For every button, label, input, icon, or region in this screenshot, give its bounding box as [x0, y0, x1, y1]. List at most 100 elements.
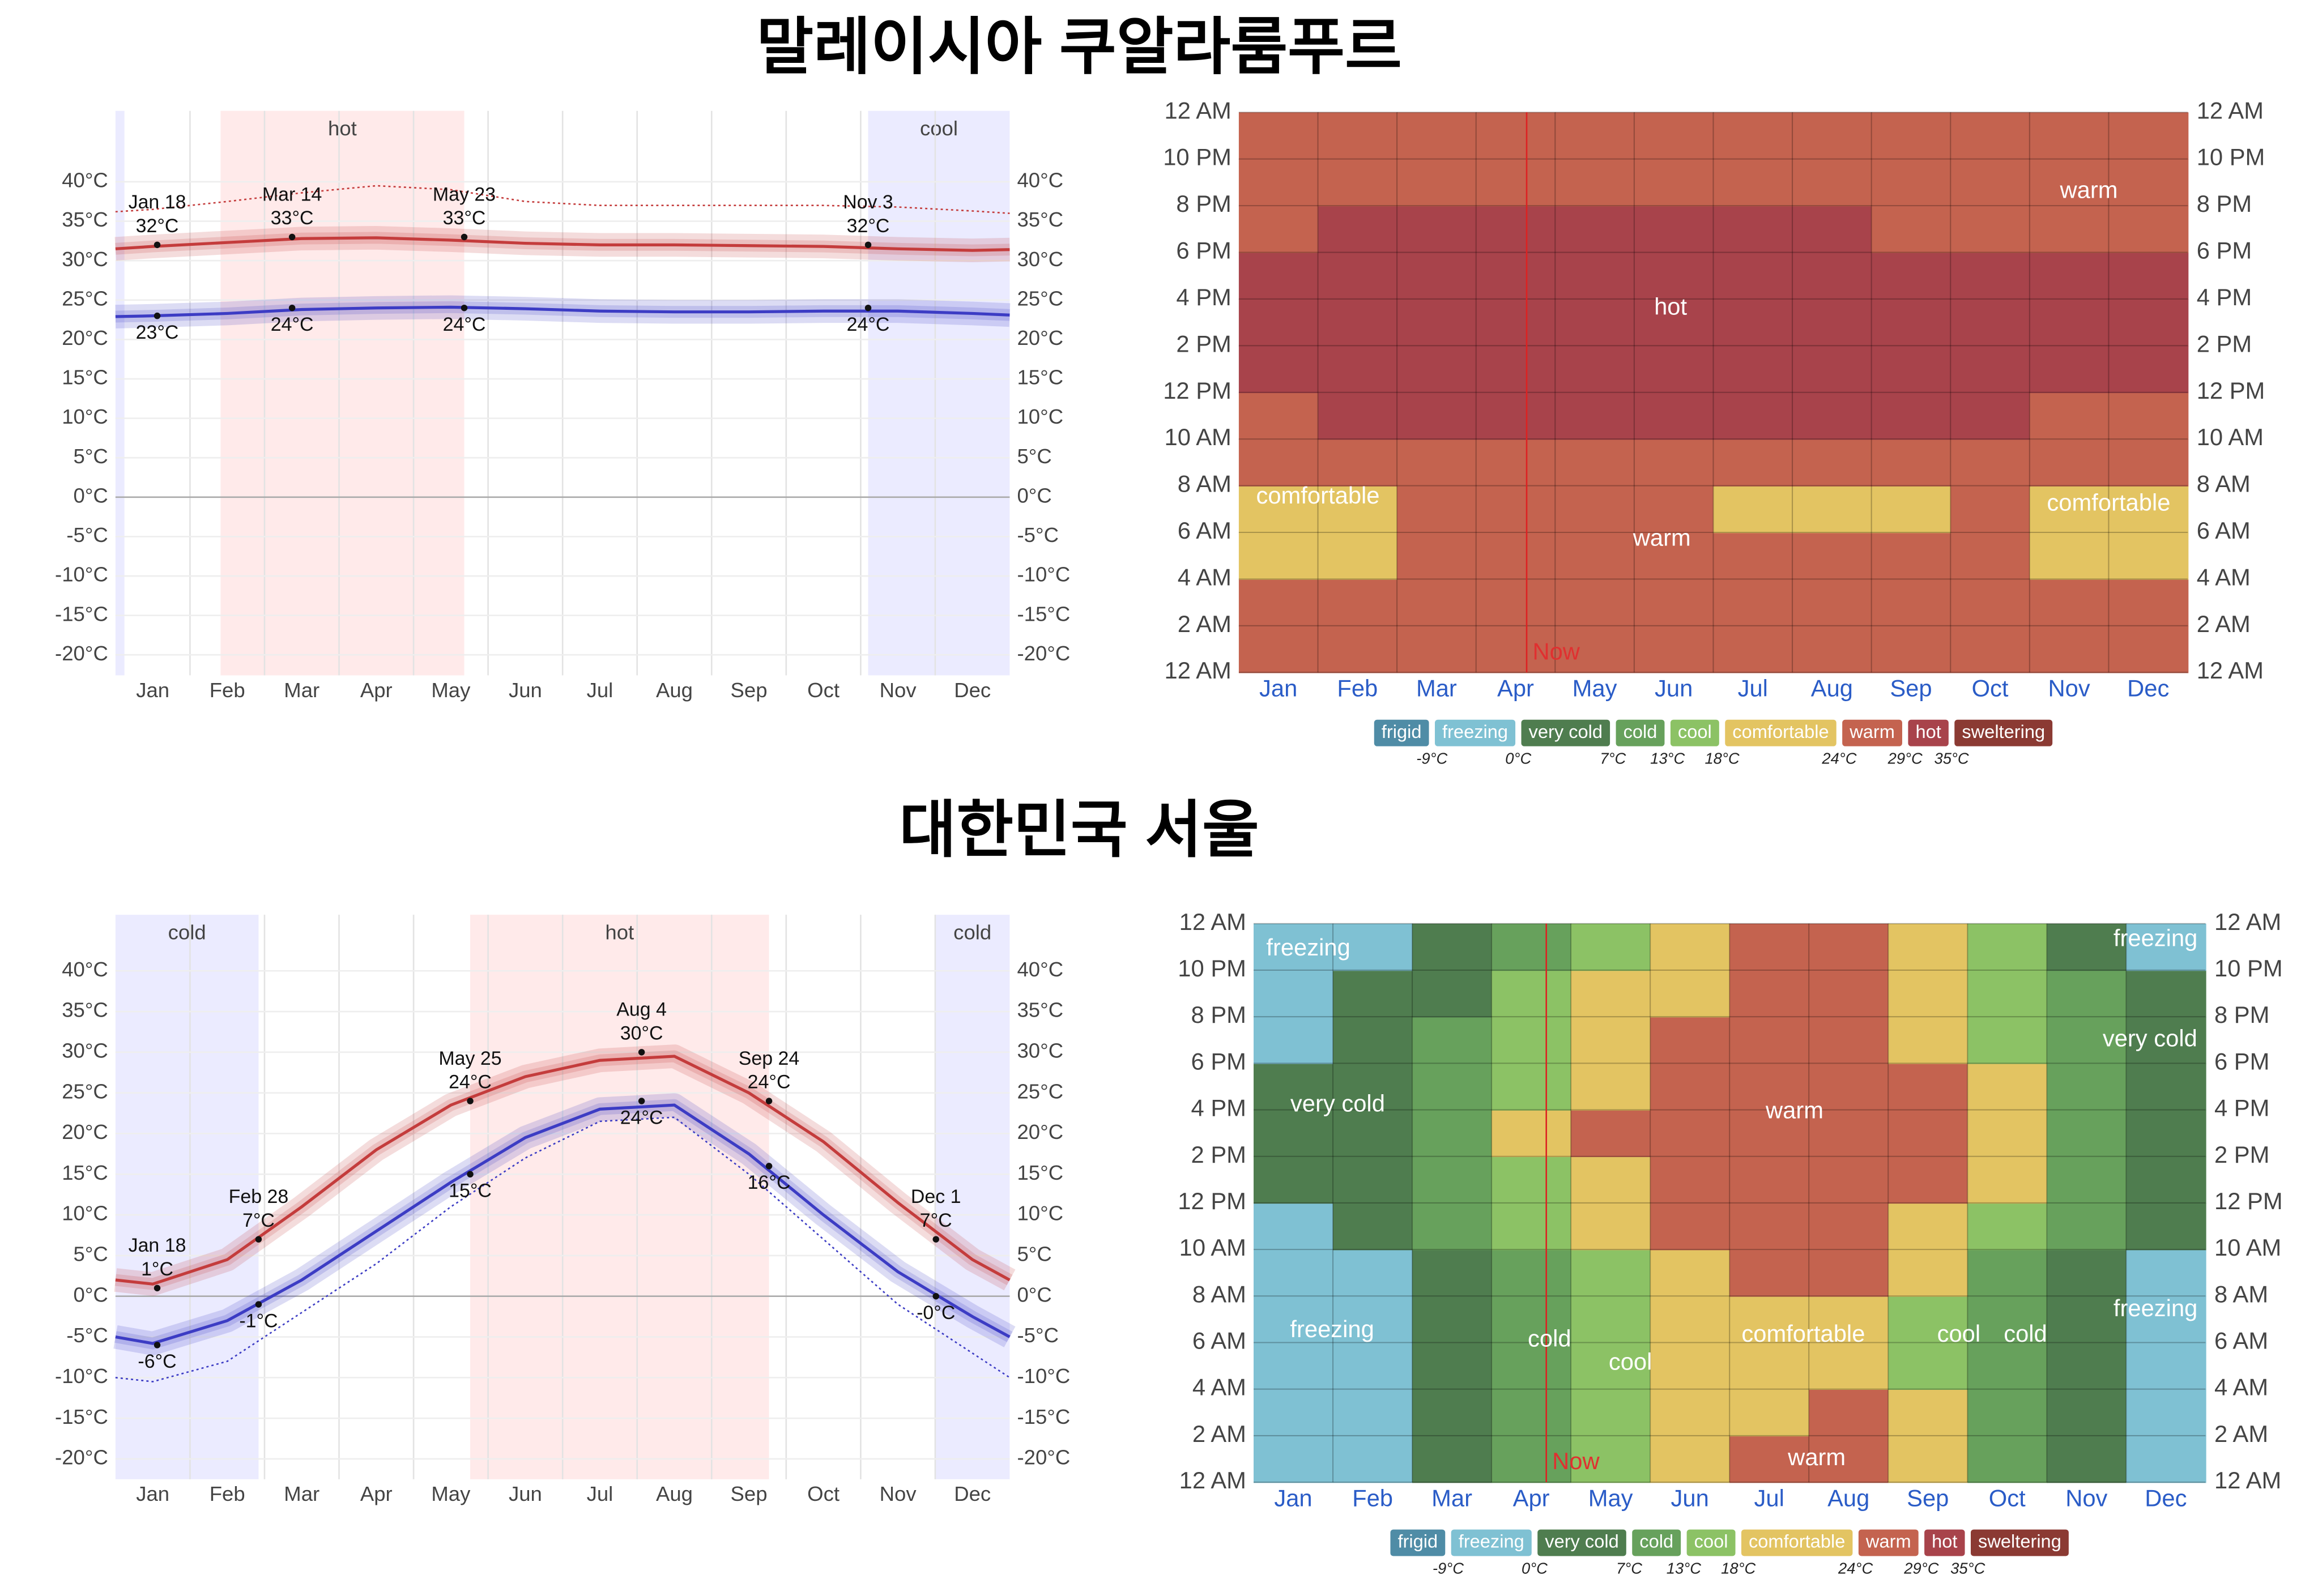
y-tick-label: 15°C — [62, 366, 108, 389]
y-tick-label-right: 10°C — [1017, 1202, 1064, 1225]
y-tick-label: -10°C — [55, 1364, 108, 1388]
heat-cell — [1397, 112, 1477, 160]
legend-label: frigid — [1382, 721, 1422, 742]
annotation-dot — [255, 1236, 262, 1243]
heat-cell — [1792, 485, 1872, 534]
heat-cell — [1729, 1342, 1810, 1390]
heat-cell — [1253, 1342, 1334, 1390]
heat-cell — [1492, 1435, 1572, 1483]
heat-cell — [1571, 1342, 1651, 1390]
legend-swatch — [1970, 1529, 2069, 1556]
y-tick-label-right: 12 AM — [2197, 97, 2264, 123]
region-label: very cold — [2103, 1025, 2197, 1051]
x-tick-label: Mar — [284, 1482, 319, 1505]
heat-cell — [1713, 159, 1793, 207]
heat-cell — [1397, 298, 1477, 347]
heat-cell — [1650, 1202, 1731, 1251]
y-tick-label-right: 6 AM — [2197, 517, 2251, 544]
heat-cell — [1571, 1296, 1651, 1343]
heat-cell — [2126, 1296, 2206, 1343]
heat-cell — [1950, 439, 2031, 487]
y-tick-label: 2 PM — [1191, 1141, 1246, 1168]
heat-cell — [1792, 159, 1872, 207]
heat-cell — [1412, 970, 1493, 1018]
heat-cell — [1318, 625, 1398, 673]
heat-cell — [1809, 1435, 1889, 1483]
heat-cell — [1729, 1156, 1810, 1204]
threshold-label: 0°C — [1522, 1559, 1548, 1577]
threshold-label: 13°C — [1667, 1559, 1701, 1577]
series-line — [115, 185, 1010, 214]
x-tick-label: Mar — [284, 678, 319, 702]
x-tick-label: Mar — [1431, 1484, 1472, 1511]
heat-cell — [2047, 970, 2127, 1018]
y-tick-label: 12 AM — [1165, 97, 1232, 123]
heat-cell — [1476, 252, 1556, 300]
heat-cell — [1412, 1435, 1493, 1483]
annotation-dot — [461, 233, 468, 241]
heat-cell — [2126, 923, 2206, 971]
heat-cell — [1650, 1063, 1731, 1111]
heat-cell — [1967, 1156, 2048, 1204]
annotation-dot — [765, 1098, 773, 1104]
heat-cell — [2126, 1017, 2206, 1064]
series-line — [115, 236, 1010, 252]
y-tick-label: 10 PM — [1178, 955, 1246, 982]
heat-cell — [1888, 1202, 1968, 1251]
heat-cell — [1871, 112, 1951, 160]
y-tick-label: 8 PM — [1176, 190, 1231, 217]
heat-cell — [1634, 345, 1714, 394]
heat-cell — [1650, 1109, 1731, 1158]
y-tick-label: 8 PM — [1191, 1001, 1246, 1028]
heat-cell — [1650, 970, 1731, 1018]
x-tick-label: Jul — [1754, 1484, 1784, 1511]
heat-cell — [1713, 206, 1793, 253]
heat-cell — [1492, 1202, 1572, 1251]
heat-cell — [1634, 392, 1714, 440]
heat-cell — [2108, 206, 2189, 253]
heat-cell — [1729, 1202, 1810, 1251]
legend-label: very cold — [1545, 1531, 1619, 1552]
y-tick-label-right: 4 AM — [2197, 564, 2251, 590]
heat-cell — [1412, 1156, 1493, 1204]
heat-cell — [1253, 1202, 1334, 1251]
heat-cell — [1634, 439, 1714, 487]
x-tick-label: Oct — [807, 678, 840, 702]
heat-cell — [1729, 1109, 1810, 1158]
y-tick-label-right: 40°C — [1017, 169, 1064, 192]
heat-cell — [2029, 439, 2110, 487]
legend-label: sweltering — [1962, 721, 2045, 742]
heat-cell — [1238, 439, 1319, 487]
y-tick-label: 8 AM — [1178, 471, 1232, 497]
heat-cell — [1713, 252, 1793, 300]
heat-cell — [2108, 252, 2189, 300]
y-tick-label: 40°C — [62, 169, 108, 192]
y-tick-label-right: 6 PM — [2214, 1048, 2269, 1074]
y-tick-label: 4 PM — [1176, 284, 1231, 310]
heat-cell — [1634, 159, 1714, 207]
heat-cell — [1888, 1249, 1968, 1297]
x-tick-label: Feb — [1352, 1484, 1393, 1511]
x-tick-label: Apr — [1513, 1484, 1550, 1511]
annotation-value: 1°C — [141, 1258, 173, 1280]
heat-cell — [1555, 252, 1635, 300]
heat-cell — [2047, 923, 2127, 971]
y-tick-label: 2 AM — [1192, 1420, 1246, 1447]
annotation-dot — [288, 304, 296, 311]
region-label: very cold — [1290, 1090, 1385, 1116]
x-tick-label: Jun — [509, 678, 542, 702]
heat-cell — [1634, 298, 1714, 347]
heat-cell — [1412, 1063, 1493, 1111]
annotation-value: 30°C — [620, 1022, 663, 1044]
y-tick-label-right: 30°C — [1017, 1039, 1064, 1062]
heat-cell — [2029, 532, 2110, 580]
y-tick-label: 6 PM — [1176, 237, 1231, 264]
heat-cell — [1253, 970, 1334, 1018]
heat-cell — [1713, 112, 1793, 160]
annotation-dot — [288, 233, 296, 241]
heat-cell — [1888, 1389, 1968, 1437]
annotation-dot — [154, 312, 161, 319]
annotation-date: Mar 14 — [262, 184, 322, 205]
